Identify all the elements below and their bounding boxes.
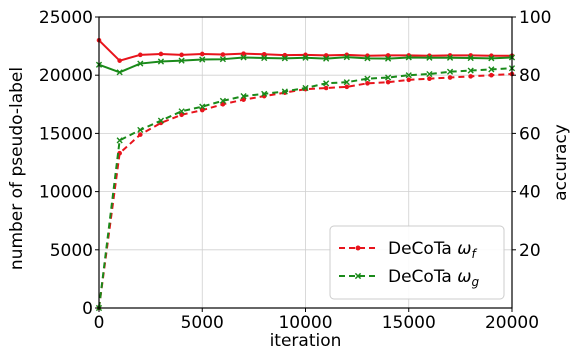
data-point — [447, 75, 453, 80]
data-point — [158, 51, 164, 57]
legend-box — [329, 225, 505, 300]
data-point — [343, 54, 350, 61]
legend-entry-decota-f: DeCoTa ωf — [339, 239, 477, 261]
data-point — [199, 103, 206, 110]
data-point — [488, 55, 495, 62]
series-pseudo_g — [95, 65, 516, 312]
series-line-pseudo_f — [98, 73, 513, 309]
y-left-tick-label: 25000 — [39, 8, 93, 28]
x-tick-label: 10000 — [278, 313, 332, 333]
y-axis-label-left: number of pseudo-label — [7, 67, 27, 270]
data-point — [323, 80, 330, 87]
data-point — [281, 55, 288, 62]
data-point — [488, 66, 495, 73]
y-left-tick-label: 5000 — [50, 241, 93, 261]
data-point — [240, 93, 247, 100]
y-left-tick-label: 10000 — [39, 183, 93, 203]
y-right-tick-label: 20 — [519, 241, 541, 261]
y-axis-label-right: accuracy — [551, 124, 571, 201]
data-point — [199, 107, 205, 113]
data-point — [343, 79, 350, 86]
legend-g-label: DeCoTa ωg — [388, 267, 479, 289]
data-point — [281, 88, 288, 95]
data-point — [138, 52, 143, 58]
data-point — [344, 84, 350, 90]
data-point — [137, 60, 144, 67]
data-point — [178, 108, 185, 115]
data-point — [157, 58, 165, 65]
data-point — [138, 132, 143, 137]
data-point — [137, 126, 144, 134]
data-point — [178, 57, 185, 64]
data-point — [489, 72, 494, 78]
legend-f-label: DeCoTa ωf — [388, 239, 477, 261]
series-layer — [95, 37, 516, 312]
data-point — [261, 54, 268, 62]
data-point — [302, 84, 309, 92]
data-point — [179, 52, 184, 58]
data-point — [426, 54, 433, 61]
legend-entry-decota-g: DeCoTa ωg — [339, 267, 479, 289]
data-point — [467, 67, 474, 74]
data-point — [179, 112, 184, 118]
y-left-tick-label: 0 — [82, 299, 93, 319]
data-point — [241, 97, 246, 102]
data-point — [323, 85, 329, 91]
y-left-tick-label: 20000 — [39, 66, 93, 86]
data-point — [219, 97, 226, 104]
y-right-tick-label: 40 — [519, 183, 541, 203]
y-right-tick-label: 100 — [519, 8, 551, 28]
data-point — [385, 79, 391, 85]
y-right-tick-label: 80 — [519, 66, 541, 86]
data-point — [405, 72, 412, 79]
data-point — [405, 54, 412, 61]
data-point — [446, 54, 454, 61]
data-point — [116, 69, 123, 76]
data-point — [219, 56, 226, 63]
x-tick-label: 15000 — [382, 313, 436, 333]
data-point — [323, 55, 330, 62]
legend-f-marker — [355, 245, 361, 251]
data-point — [220, 102, 226, 107]
data-point — [240, 54, 247, 61]
data-point — [468, 74, 474, 79]
data-point — [261, 51, 267, 57]
data-point — [199, 51, 205, 57]
x-tick-label: 20000 — [485, 313, 539, 333]
legend: DeCoTa ωf DeCoTa ωg — [329, 225, 505, 300]
data-point — [116, 137, 123, 144]
data-point — [241, 51, 246, 56]
legend-g-marker — [354, 272, 362, 280]
data-point — [364, 55, 371, 62]
data-point — [364, 75, 371, 82]
data-point — [157, 117, 165, 124]
data-point — [426, 70, 433, 78]
data-point — [117, 58, 122, 63]
ticks: 0 5000 10000 15000 20000 0 5000 10000 15000 20000… — [39, 8, 552, 333]
data-point — [261, 90, 268, 97]
data-point — [365, 81, 370, 86]
data-point — [302, 54, 309, 61]
series-acc_g — [95, 54, 516, 76]
x-tick-label: 5000 — [181, 313, 224, 333]
y-left-tick-label: 15000 — [39, 124, 93, 144]
data-point — [199, 56, 206, 63]
x-tick-label: 0 — [94, 313, 105, 333]
data-point — [467, 54, 474, 62]
data-point — [427, 76, 432, 81]
data-point — [385, 74, 392, 81]
data-point — [406, 77, 412, 83]
data-point — [385, 55, 392, 62]
data-point — [220, 52, 226, 57]
data-point — [446, 68, 454, 75]
y-right-tick-label: 60 — [519, 124, 541, 144]
x-axis-label: iteration — [270, 331, 342, 349]
